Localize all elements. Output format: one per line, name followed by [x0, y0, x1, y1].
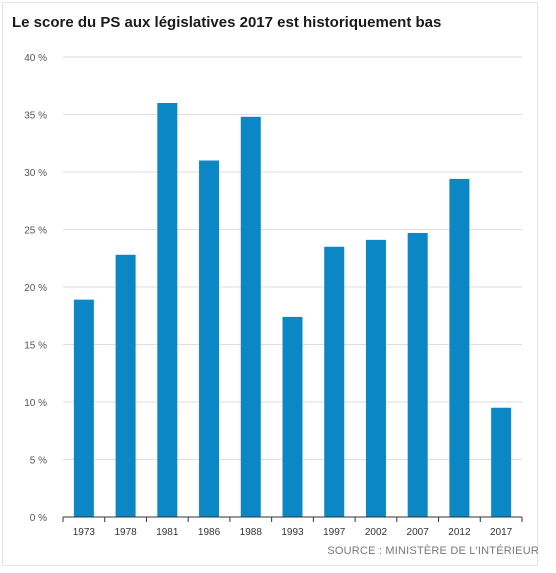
x-tick-label: 2017	[490, 527, 513, 538]
bar-1997	[324, 246, 345, 517]
x-tick-label: 1988	[240, 527, 263, 538]
bar-2017	[491, 407, 512, 517]
x-tick-label: 2007	[407, 527, 430, 538]
bar-1986	[199, 160, 220, 517]
y-tick-label: 5 %	[30, 456, 47, 467]
y-tick-label: 20 %	[24, 283, 47, 294]
bar-2002	[365, 239, 386, 517]
y-tick-label: 35 %	[24, 111, 47, 122]
x-tick-label: 2002	[365, 527, 388, 538]
x-tick-label: 1997	[323, 527, 346, 538]
y-tick-label: 10 %	[24, 398, 47, 409]
bar-1973	[73, 299, 94, 517]
x-tick-label: 1986	[198, 527, 221, 538]
y-tick-label: 15 %	[24, 341, 47, 352]
x-tick-label: 1978	[114, 527, 137, 538]
x-tick-label: 1993	[281, 527, 304, 538]
y-axis-tick-labels: 0 % 5 % 10 % 15 % 20 % 25 % 30 % 35 % 40 %	[24, 53, 47, 524]
y-tick-label: 25 %	[24, 226, 47, 237]
bars	[73, 103, 512, 518]
x-tick-label: 1981	[156, 527, 179, 538]
y-tick-label: 30 %	[24, 168, 47, 179]
bar-1993	[282, 316, 303, 517]
x-tick-label: 1973	[73, 527, 96, 538]
chart-title: Le score du PS aux législatives 2017 est…	[12, 14, 442, 31]
bar-1988	[240, 116, 261, 518]
bar-2007	[407, 232, 428, 517]
x-tick-label: 2012	[448, 527, 471, 538]
bar-1981	[157, 103, 178, 517]
bar-2012	[449, 178, 470, 517]
y-tick-label: 0 %	[30, 513, 47, 524]
source-note: SOURCE : MINISTÈRE DE L'INTÉRIEUR	[327, 545, 539, 557]
y-tick-label: 40 %	[24, 53, 47, 64]
x-axis: 1973 1978 1981 1986 1988 1993 1997 2002 2007 2012…	[62, 516, 523, 538]
bar-1978	[115, 254, 136, 518]
